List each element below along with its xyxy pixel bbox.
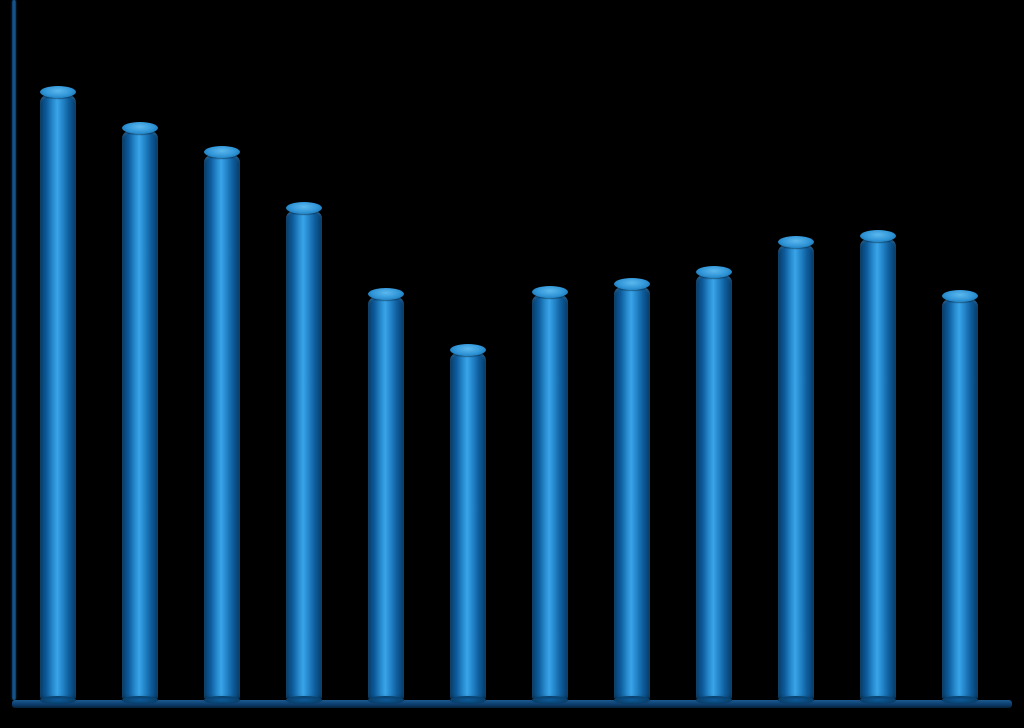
bar-top-cap (614, 278, 650, 290)
bar-base-cap (40, 696, 76, 704)
bar (696, 272, 732, 700)
bar-base-cap (286, 696, 322, 704)
bar-top-cap (532, 286, 568, 298)
bar (614, 284, 650, 700)
bar-body (40, 92, 76, 700)
bar-top-cap (122, 122, 158, 134)
bar (860, 236, 896, 700)
bar (122, 128, 158, 700)
bar-base-cap (942, 696, 978, 704)
bar-body (286, 208, 322, 700)
bar-body (122, 128, 158, 700)
bar (286, 208, 322, 700)
bar-body (942, 296, 978, 700)
bar-base-cap (696, 696, 732, 704)
bar-top-cap (204, 146, 240, 158)
bars-container (0, 0, 1024, 728)
bar-top-cap (778, 236, 814, 248)
bar-top-cap (40, 86, 76, 98)
bar (532, 292, 568, 700)
bar-body (450, 350, 486, 700)
bar-base-cap (450, 696, 486, 704)
bar (368, 294, 404, 700)
bar-base-cap (614, 696, 650, 704)
bar-body (696, 272, 732, 700)
bar-top-cap (696, 266, 732, 278)
bar-body (614, 284, 650, 700)
bar (204, 152, 240, 700)
bar-top-cap (450, 344, 486, 356)
bar-top-cap (286, 202, 322, 214)
bar-base-cap (204, 696, 240, 704)
bar-base-cap (860, 696, 896, 704)
bar-top-cap (368, 288, 404, 300)
bar (450, 350, 486, 700)
bar-base-cap (122, 696, 158, 704)
bar-base-cap (778, 696, 814, 704)
bar-body (204, 152, 240, 700)
bar-top-cap (942, 290, 978, 302)
bar-body (368, 294, 404, 700)
bar-top-cap (860, 230, 896, 242)
bar-body (532, 292, 568, 700)
bar-base-cap (368, 696, 404, 704)
bar-base-cap (532, 696, 568, 704)
bar-body (860, 236, 896, 700)
bar (942, 296, 978, 700)
bar (778, 242, 814, 700)
bar-chart (0, 0, 1024, 728)
bar-body (778, 242, 814, 700)
bar (40, 92, 76, 700)
